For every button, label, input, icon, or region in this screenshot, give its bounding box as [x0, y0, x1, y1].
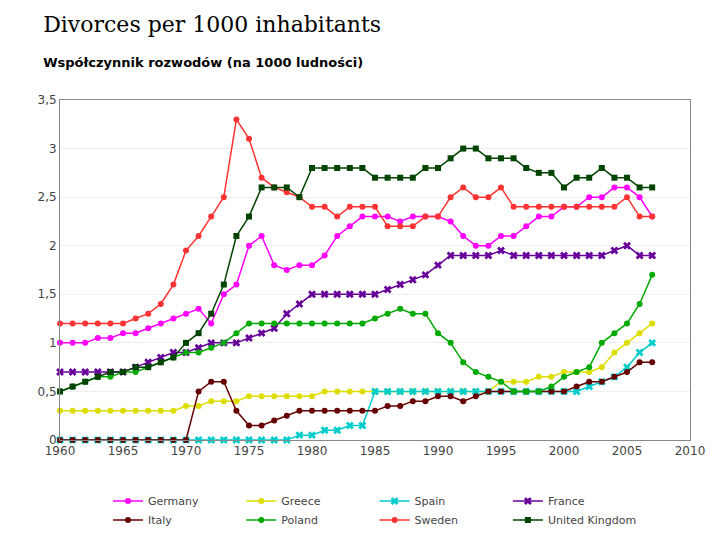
svg-text:1960: 1960: [45, 444, 76, 458]
svg-text:United Kingdom: United Kingdom: [548, 514, 636, 527]
svg-text:Italy: Italy: [148, 514, 172, 527]
svg-text:France: France: [548, 495, 585, 508]
svg-text:0,5: 0,5: [38, 385, 57, 399]
svg-text:2,5: 2,5: [38, 190, 57, 204]
svg-text:1,5: 1,5: [38, 287, 57, 301]
svg-text:1975: 1975: [234, 444, 265, 458]
svg-text:2000: 2000: [549, 444, 580, 458]
svg-text:1970: 1970: [171, 444, 202, 458]
svg-text:2: 2: [49, 239, 57, 253]
svg-text:Greece: Greece: [281, 495, 320, 508]
svg-text:2010: 2010: [675, 444, 706, 458]
svg-text:0: 0: [49, 433, 57, 447]
svg-text:3,5: 3,5: [38, 93, 57, 107]
svg-text:1985: 1985: [360, 444, 391, 458]
svg-text:Poland: Poland: [281, 514, 318, 527]
svg-text:Divorces per 1000 inhabitants: Divorces per 1000 inhabitants: [43, 12, 381, 37]
svg-text:1995: 1995: [486, 444, 517, 458]
svg-text:Spain: Spain: [415, 495, 446, 508]
svg-text:Germany: Germany: [148, 495, 199, 508]
svg-text:Współczynnik rozwodów (na 1000: Współczynnik rozwodów (na 1000 ludności): [43, 55, 363, 70]
svg-text:1965: 1965: [108, 444, 139, 458]
svg-text:2005: 2005: [612, 444, 643, 458]
svg-text:Sweden: Sweden: [415, 514, 458, 527]
svg-text:1990: 1990: [423, 444, 454, 458]
svg-text:1: 1: [49, 336, 57, 350]
svg-text:1980: 1980: [297, 444, 328, 458]
svg-text:3: 3: [49, 142, 57, 156]
